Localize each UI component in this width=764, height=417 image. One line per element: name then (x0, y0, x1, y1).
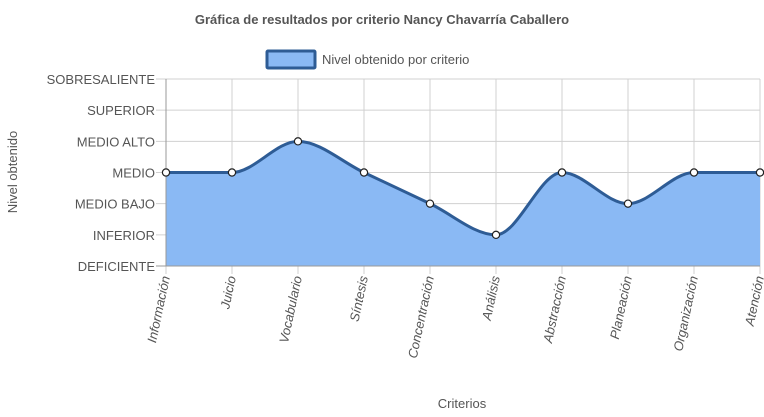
series-area (165, 139, 760, 266)
data-point-3[interactable] (359, 168, 369, 177)
y-tick-label: SOBRESALIENTE (47, 72, 156, 87)
x-tick-label: Vocabulario (276, 275, 305, 345)
series-line (165, 139, 760, 237)
y-tick-label: DEFICIENTE (78, 259, 156, 274)
data-point-9[interactable] (755, 168, 764, 177)
x-tick-label: Información (144, 275, 173, 345)
x-tick-label: Juicio (217, 275, 239, 312)
chart-title: Gráfica de resultados por criterio Nancy… (195, 12, 569, 27)
x-tick-label: Análisis (479, 274, 503, 322)
y-tick-label: INFERIOR (93, 228, 155, 243)
legend[interactable]: Nivel obtenido por criterio (265, 49, 469, 70)
x-tick-label: Síntesis (347, 274, 371, 323)
x-tick-label: Planeación (607, 275, 635, 341)
legend-label: Nivel obtenido por criterio (322, 52, 469, 67)
x-axis-ticks: Información Juicio Vocabulario Síntesis Conc… (144, 274, 764, 360)
y-axis-ticks: DEFICIENTE INFERIOR MEDIO BAJO MEDIO MEDIO A… (47, 72, 156, 274)
y-tick-label: MEDIO ALTO (77, 134, 155, 149)
data-point-8[interactable] (689, 168, 699, 177)
data-point-6[interactable] (557, 168, 567, 177)
data-point-2[interactable] (293, 137, 303, 146)
data-point-7[interactable] (623, 199, 633, 208)
y-axis-title: Nivel obtenido (5, 131, 20, 213)
x-tick-label: Abstracción (540, 275, 569, 346)
y-tick-label: SUPERIOR (87, 103, 155, 118)
x-axis-title: Criterios (438, 396, 487, 411)
data-point-0[interactable] (161, 168, 171, 177)
data-point-1[interactable] (227, 168, 237, 177)
series-points (161, 137, 764, 240)
y-tick-label: MEDIO (112, 166, 155, 181)
y-tick-label: MEDIO BAJO (75, 197, 155, 212)
x-tick-label: Concentración (405, 275, 437, 360)
data-point-4[interactable] (425, 199, 435, 208)
data-point-5[interactable] (491, 230, 501, 240)
series-area-fill (166, 141, 760, 266)
x-tick-label: Atención (742, 275, 764, 329)
x-tick-label: Organización (670, 275, 701, 353)
legend-swatch (265, 49, 317, 70)
